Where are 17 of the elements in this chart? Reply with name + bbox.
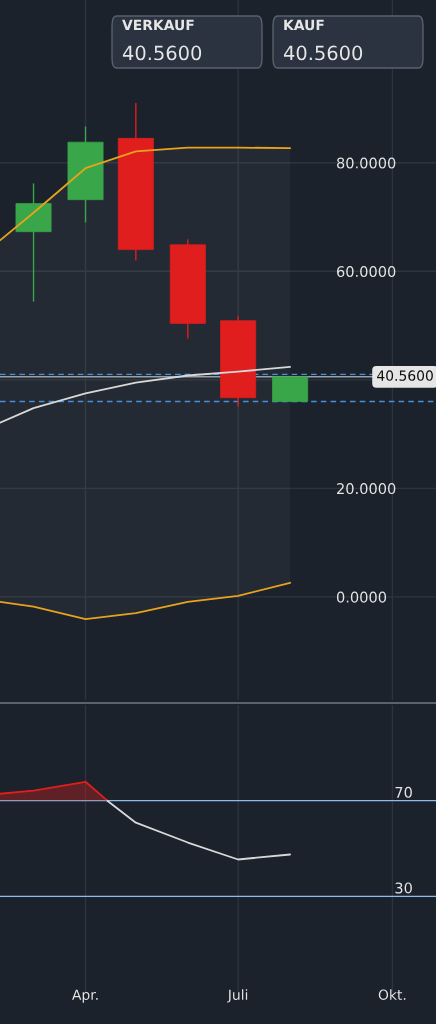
line-series (0, 365, 292, 424)
line-series (0, 581, 292, 621)
annotation: KAUF (284, 19, 324, 31)
line-series (0, 146, 292, 242)
annotation: VERKAUF (122, 19, 194, 31)
y-tick-label: 60.0000 (337, 266, 396, 278)
ref-line-label: 40.5600 (377, 370, 433, 381)
y-tick-label: 20.0000 (337, 483, 396, 495)
x-tick-label: Okt. (378, 989, 406, 1000)
x-tick-label: Apr. (72, 989, 98, 1003)
y-tick-label: 80.0000 (336, 157, 396, 169)
y-tick-label: 30 (395, 882, 412, 894)
annotation: 40.5600 (283, 45, 363, 61)
y-tick-label: 0.0000 (336, 591, 387, 603)
y-tick-label: 70 (395, 786, 412, 798)
x-tick-label: Juli (227, 989, 248, 1003)
annotation: 40.5600 (122, 45, 202, 61)
